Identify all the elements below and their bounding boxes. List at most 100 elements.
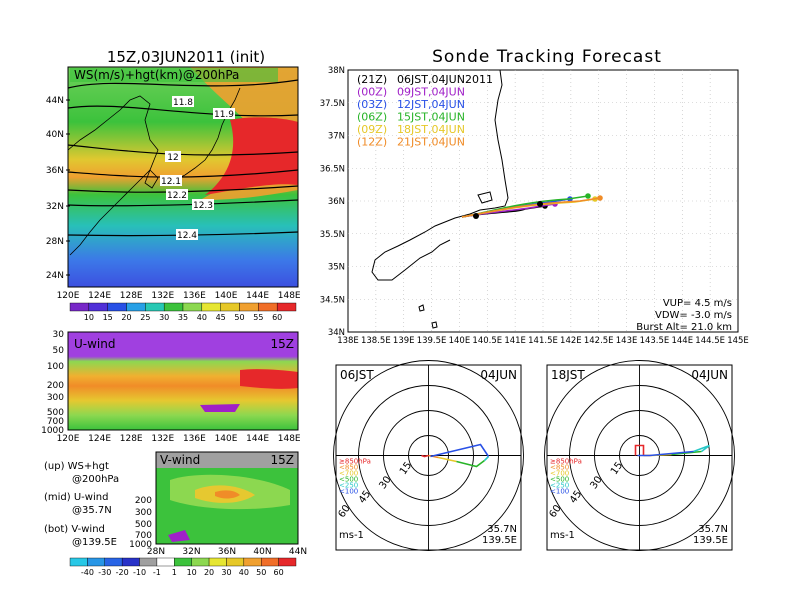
uv-cbar-tick: 50 bbox=[256, 568, 266, 577]
track-lon-tick: 139.5E bbox=[417, 336, 447, 346]
hodo-legend: <850 bbox=[550, 464, 569, 472]
track-lon-tick: 142E bbox=[560, 336, 582, 346]
track-legend-utc: (12Z) bbox=[357, 136, 387, 149]
contour-11-8 bbox=[67, 79, 299, 89]
hodo-legend: <250 bbox=[339, 482, 358, 490]
ws-lon-tick: 148E bbox=[278, 291, 301, 301]
launch-point bbox=[473, 213, 479, 219]
track-lon-tick: 145E bbox=[727, 336, 749, 346]
contour-12-2 bbox=[67, 185, 299, 193]
v-time: 15Z bbox=[271, 453, 295, 467]
track-lat-tick: 36N bbox=[328, 197, 345, 207]
track-lat-tick: 38N bbox=[328, 66, 345, 76]
ws-lat-tick: 36N bbox=[46, 166, 64, 176]
hodo-trace bbox=[421, 454, 429, 458]
contour-12 bbox=[67, 144, 299, 156]
note-up1: (up) WS+hgt bbox=[44, 461, 109, 472]
track-legend-jst: 06JST,04JUN2011 bbox=[397, 73, 493, 86]
v-lat-tick: 36N bbox=[218, 547, 236, 557]
contour-label: 11.8 bbox=[173, 98, 193, 108]
track-lon-tick: 143E bbox=[616, 336, 638, 346]
hodo-legend: <500 bbox=[550, 476, 569, 484]
track-legend-utc: (03Z) bbox=[357, 98, 387, 111]
u-lon-tick: 120E bbox=[57, 434, 80, 444]
u-lon-tick: 132E bbox=[151, 434, 174, 444]
note-bot1: (bot) V-wind bbox=[44, 524, 105, 535]
uv-cbar-tick: 10 bbox=[187, 568, 197, 577]
u-lon-tick: 128E bbox=[120, 434, 143, 444]
track-lat-tick: 34.5N bbox=[320, 295, 345, 305]
track-lat-tick: 35.5N bbox=[320, 230, 345, 240]
landing-point bbox=[537, 201, 543, 207]
note-mid2: @35.7N bbox=[72, 505, 112, 516]
v-lat-tick: 44N bbox=[289, 547, 307, 557]
contour-label: 12.2 bbox=[167, 191, 187, 201]
track-legend-jst: 21JST,04JUN bbox=[397, 136, 465, 149]
track-map-panel: (21Z) 06JST,04JUN2011 (00Z) 09JST,04JUN (03Z… bbox=[320, 66, 749, 346]
ws-lat-tick: 32N bbox=[46, 202, 64, 212]
track-lat-tick: 34N bbox=[328, 328, 345, 338]
ws-lat-tick: 44N bbox=[46, 96, 64, 106]
u-jet-core bbox=[240, 369, 298, 389]
track-lon-tick: 138E bbox=[337, 336, 359, 346]
track-lat-tick: 37N bbox=[328, 132, 345, 142]
note-mid1: (mid) U-wind bbox=[44, 492, 108, 503]
u-p-tick: 200 bbox=[47, 381, 64, 391]
ws-cbar-tick: 10 bbox=[84, 313, 94, 322]
u-lon-tick: 140E bbox=[215, 434, 238, 444]
track-endpoint bbox=[585, 193, 591, 199]
ws-lon-tick: 136E bbox=[183, 291, 206, 301]
track-legend-utc: (09Z) bbox=[357, 123, 387, 136]
v-label: V-wind bbox=[160, 453, 200, 467]
hodo-date: 04JUN bbox=[480, 368, 517, 382]
contour-12-3 bbox=[67, 199, 299, 207]
coastline-korea bbox=[144, 169, 159, 189]
ws-lat-tick: 28N bbox=[46, 237, 64, 247]
hodograph-left: 06JST 04JUN15304560≥850hPa<850<700<500<25… bbox=[333, 360, 524, 551]
u-time: 15Z bbox=[271, 337, 295, 351]
hodo-time: 18JST bbox=[551, 368, 585, 382]
track-lon-tick: 140E bbox=[449, 336, 471, 346]
note-bot2: @139.5E bbox=[72, 537, 117, 548]
ws-colorbar: 10 15 20 25 30 35 40 45 50 55 60 bbox=[69, 302, 297, 322]
ws-cbar-tick: 35 bbox=[178, 313, 188, 322]
uv-cbar-tick: -40 bbox=[81, 568, 94, 577]
u-lon-tick: 144E bbox=[246, 434, 269, 444]
hodo-lat: 35.7N bbox=[698, 524, 728, 535]
track-lat-tick: 35N bbox=[328, 263, 345, 273]
track-lat-tick: 37.5N bbox=[320, 99, 345, 109]
track-lon-tick: 144.5E bbox=[695, 336, 725, 346]
hodograph-right: 18JST 04JUN15304560≥850hPa<850<700<500<25… bbox=[544, 360, 735, 551]
contour-11-9 bbox=[67, 105, 299, 117]
v-p-tick: 300 bbox=[135, 508, 152, 518]
track-lon-tick: 140.5E bbox=[472, 336, 502, 346]
ws-cbar-tick: 25 bbox=[140, 313, 150, 322]
ws-lon-tick: 144E bbox=[246, 291, 269, 301]
ws-lon-tick: 124E bbox=[88, 291, 111, 301]
ws-map-label: WS(m/s)+hgt(km)@200hPa bbox=[74, 68, 239, 82]
hodo-legend: ≥850hPa bbox=[550, 458, 582, 466]
u-p-tick: 300 bbox=[47, 393, 64, 403]
hodo-legend: <250 bbox=[550, 482, 569, 490]
note-up2: @200hPa bbox=[72, 474, 119, 485]
track-legend-utc: (00Z) bbox=[357, 86, 387, 99]
ws-lon-tick: 128E bbox=[120, 291, 143, 301]
track-legend-utc: (21Z) bbox=[357, 73, 387, 86]
contour-label: 12.3 bbox=[193, 201, 213, 211]
u-p-tick: 700 bbox=[47, 417, 64, 427]
hodo-lat: 35.7N bbox=[487, 524, 517, 535]
track-lon-tick: 141E bbox=[504, 336, 526, 346]
hodo-trace bbox=[483, 455, 490, 462]
u-p-tick: 1000 bbox=[41, 426, 64, 436]
hodo-lon: 139.5E bbox=[693, 535, 728, 546]
v-p-tick: 200 bbox=[135, 496, 152, 506]
hodo-legend: <100 bbox=[339, 488, 358, 496]
ws-cbar-tick: 45 bbox=[216, 313, 226, 322]
uv-cbar-tick: 1 bbox=[172, 568, 177, 577]
hodo-legend: <850 bbox=[339, 464, 358, 472]
ws-cbar-tick: 50 bbox=[234, 313, 244, 322]
v-lat-tick: 40N bbox=[253, 547, 271, 557]
